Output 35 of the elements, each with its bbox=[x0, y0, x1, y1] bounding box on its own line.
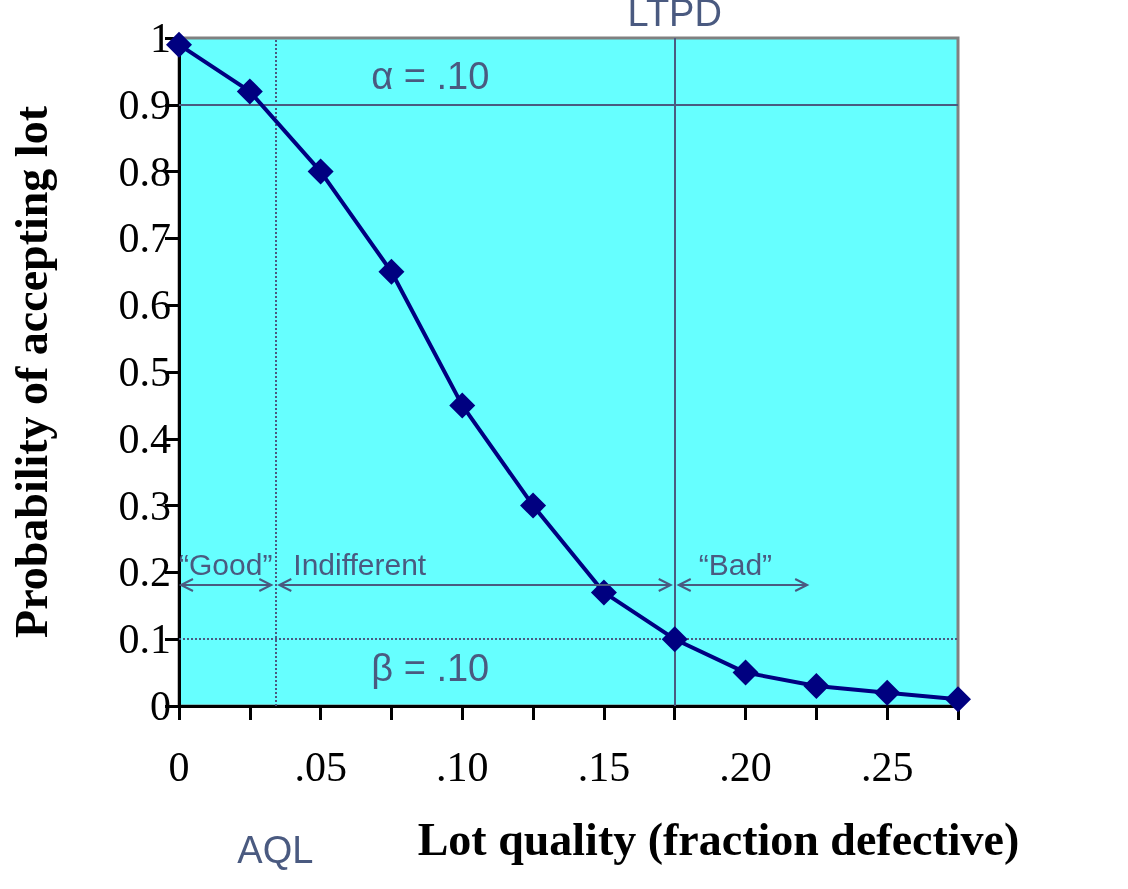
ref-line-label: α = .10 bbox=[329, 54, 490, 97]
y-tick-label: 0.4 bbox=[118, 415, 171, 462]
ref-line-label: AQL bbox=[237, 829, 314, 871]
x-tick-label: .10 bbox=[436, 744, 489, 790]
point bbox=[520, 492, 547, 519]
x-tick-label: .05 bbox=[294, 744, 347, 790]
point bbox=[236, 78, 263, 105]
point bbox=[449, 392, 476, 419]
y-axis-title: Probability of accepting lot bbox=[5, 105, 57, 638]
point bbox=[803, 672, 830, 699]
point bbox=[378, 258, 405, 285]
annotation: Indifferent bbox=[293, 548, 427, 581]
y-tick-label: 0.9 bbox=[118, 81, 171, 128]
y-tick-label: 0.2 bbox=[118, 549, 171, 596]
x-tick-label: .15 bbox=[577, 744, 631, 790]
point bbox=[874, 679, 901, 706]
y-tick-label: 0.8 bbox=[118, 148, 171, 195]
point bbox=[945, 686, 971, 713]
x-tick-label: .20 bbox=[719, 744, 772, 790]
y-tick-label: 0.3 bbox=[118, 482, 171, 529]
y-tick-label: 0.6 bbox=[118, 282, 171, 329]
y-tick-label: 0 bbox=[150, 683, 171, 729]
point bbox=[732, 659, 759, 686]
y-tick-label: 1 bbox=[150, 15, 171, 61]
annotation: “Bad” bbox=[698, 548, 773, 581]
x-axis-title: Lot quality (fraction defective) bbox=[417, 813, 1020, 865]
point bbox=[661, 626, 688, 653]
y-tick-label: 0.7 bbox=[118, 215, 171, 262]
y-tick-label: 0.1 bbox=[118, 616, 171, 663]
ref-line-label: β = .10 bbox=[329, 647, 490, 690]
point bbox=[590, 579, 617, 606]
x-tick-label: .25 bbox=[860, 744, 914, 790]
ref-line-label: LTPD bbox=[627, 0, 722, 34]
y-tick-label: 0.5 bbox=[118, 349, 171, 395]
point bbox=[307, 158, 334, 185]
